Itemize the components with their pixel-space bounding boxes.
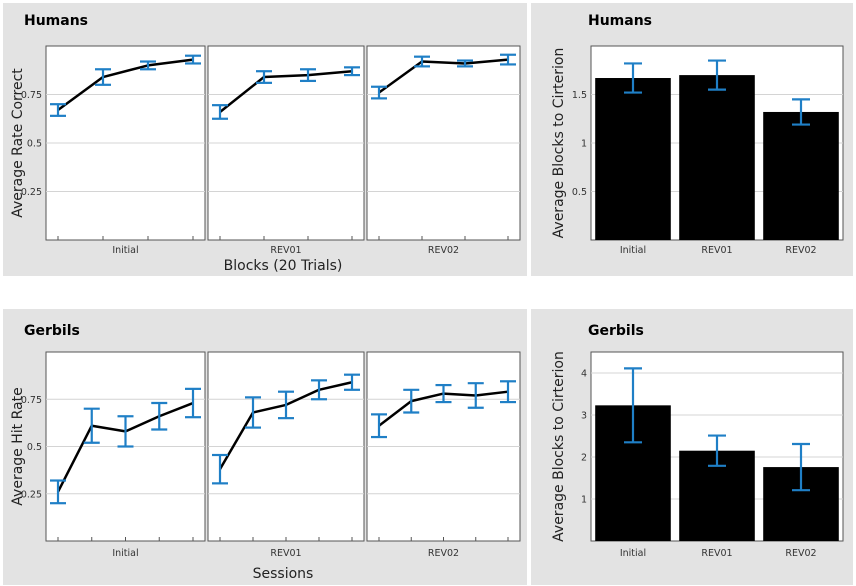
y-tick-label: 0.5 (27, 442, 42, 453)
y-tick-label: 1 (581, 139, 587, 150)
chart-title: Gerbils (24, 323, 80, 339)
x-axis-label: Sessions (253, 566, 314, 582)
series-line (57, 58, 194, 112)
y-tick-label: 3 (581, 411, 587, 422)
x-tick-label: REV02 (785, 245, 816, 256)
y-tick-label: 0.25 (21, 489, 42, 500)
facet-label: Initial (112, 548, 138, 559)
x-axis-label: Blocks (20 Trials) (224, 258, 343, 274)
facet-REV02: REV02 (366, 351, 521, 559)
y-tick-label: 0.75 (21, 395, 42, 406)
y-axis-label: Average Blocks to Cirterion (551, 351, 567, 542)
y-tick-label: 4 (581, 369, 587, 380)
chart-title: Gerbils (588, 323, 644, 339)
chart-title: Humans (588, 13, 652, 29)
y-tick-label: 0.25 (21, 187, 42, 198)
x-tick-label: REV01 (701, 245, 732, 256)
series-line (219, 69, 353, 113)
x-tick-label: REV01 (701, 548, 732, 559)
facet-label: REV01 (270, 548, 301, 559)
facet-Initial: 0.25 0.5 0.75 Initial (21, 351, 206, 559)
y-axis-label: Average Hit Rate (10, 387, 26, 505)
series-line (378, 58, 509, 94)
y-axis-label: Average Blocks to Cirterion (551, 48, 567, 239)
x-tick-label: REV02 (785, 548, 816, 559)
chart-title: Humans (24, 13, 88, 29)
chart-2: Humans 0.5 1 1.5 Average Blocks to Cirterion… (531, 3, 853, 276)
facet-label: REV02 (428, 548, 459, 559)
y-tick-label: 0.5 (572, 187, 587, 198)
facet-REV02: REV02 (366, 45, 521, 256)
y-tick-label: 0.5 (27, 139, 42, 150)
facet-REV01: REV01 (207, 351, 365, 559)
y-axis-label: Average Rate Correct (10, 68, 26, 218)
facet-Initial: 0.25 0.5 0.75 Initial (21, 45, 206, 256)
y-tick-label: 1.5 (572, 90, 587, 101)
facet-label: REV02 (428, 245, 459, 256)
x-tick-label: Initial (620, 245, 646, 256)
y-tick-label: 0.75 (21, 90, 42, 101)
chart-1: Humans Average Rate Correct Blocks (20 Tri… (3, 3, 527, 276)
y-tick-label: 1 (581, 495, 587, 506)
y-tick-label: 2 (581, 453, 587, 464)
facet-REV01: REV01 (207, 45, 365, 256)
x-tick-label: Initial (620, 548, 646, 559)
facet-label: REV01 (270, 245, 301, 256)
bar-REV02 (763, 111, 839, 241)
facet-label: Initial (112, 245, 138, 256)
bar-REV01 (679, 75, 755, 240)
bar-Initial (595, 78, 671, 240)
chart-4: Gerbils 1 2 3 4 Average Blocks to Cirterion In… (531, 309, 853, 585)
